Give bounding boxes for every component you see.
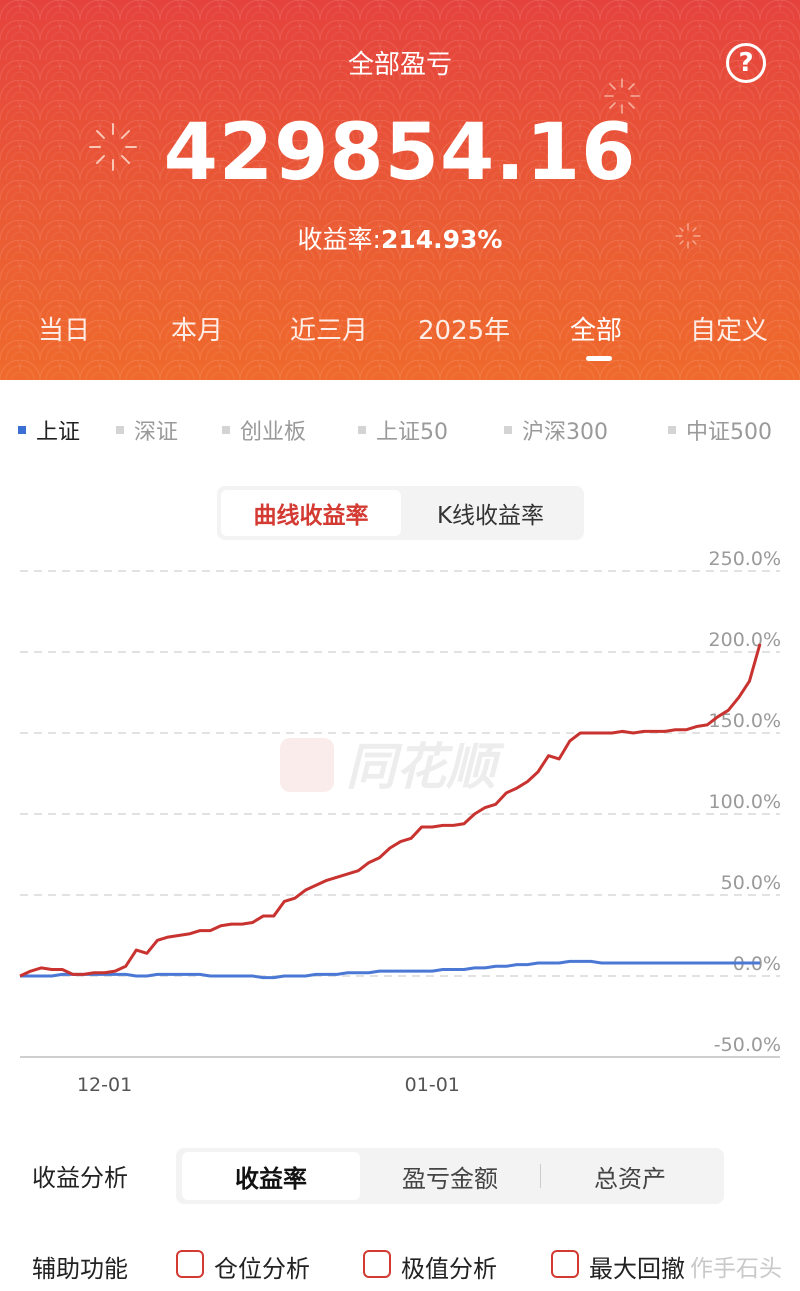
chart-mode-toggle: 曲线收益率 K线收益率 — [217, 486, 584, 540]
index-label: 深证 — [134, 420, 179, 445]
legend-square-icon — [18, 426, 26, 434]
question-circle-icon[interactable]: ? — [726, 43, 766, 83]
chart-series — [19, 643, 762, 980]
return-curve-chart: 同花顺 250.0%200.0%150.0%100.0%50.0%0.0%-50… — [19, 548, 781, 1096]
analysis-row: 收益分析 收益率 盈亏金额 总资产 — [0, 1148, 800, 1204]
tab-divider — [540, 1164, 541, 1188]
analysis-tabs: 收益率 盈亏金额 总资产 — [176, 1148, 724, 1204]
index-sse50[interactable]: 上证50 — [358, 414, 448, 446]
extreme-analysis-checkbox[interactable] — [363, 1250, 391, 1278]
watermark-text: 同花顺 — [346, 738, 505, 796]
return-rate: 收益率:214.93% — [0, 220, 800, 256]
firework-icon — [604, 78, 640, 114]
benchmark-index-row: 上证 深证 创业板 上证50 沪深300 中证500 — [0, 414, 800, 446]
index-csi500[interactable]: 中证500 — [668, 414, 772, 446]
x-tick-label: 01-01 — [405, 1074, 460, 1096]
x-axis-ticks: 12-01 01-01 — [77, 1074, 460, 1096]
total-pnl-value: 429854.16 — [163, 108, 637, 198]
legend-square-icon — [222, 426, 230, 434]
tab-period-today[interactable]: 当日 — [38, 316, 91, 346]
index-shenzhen[interactable]: 深证 — [116, 414, 178, 446]
kline-return-button[interactable]: K线收益率 — [436, 503, 545, 529]
return-rate-value: 214.93% — [380, 225, 503, 254]
y-tick-label: 250.0% — [709, 548, 781, 570]
legend-square-icon — [668, 426, 676, 434]
active-tab-indicator — [586, 356, 612, 361]
tab-period-all[interactable]: 全部 — [570, 316, 623, 346]
firework-icon — [89, 123, 137, 171]
page-title: 全部盈亏 — [347, 50, 452, 80]
pnl-header: 全部盈亏 ? 429854.16 收益率:214.93% 当日 本月 近三月 2… — [0, 0, 800, 380]
y-tick-label: 200.0% — [709, 629, 781, 651]
logo-icon — [280, 738, 334, 792]
author-watermark: 作手石头 — [690, 1256, 782, 1282]
position-analysis-checkbox[interactable] — [176, 1250, 204, 1278]
y-tick-label: -50.0% — [714, 1034, 781, 1056]
strategy-return-line — [19, 643, 762, 978]
analysis-label: 收益分析 — [32, 1164, 128, 1192]
y-tick-label: 150.0% — [709, 710, 781, 732]
tab-total-assets[interactable]: 总资产 — [594, 1164, 666, 1193]
index-label: 中证500 — [686, 420, 772, 445]
legend-square-icon — [504, 426, 512, 434]
curve-return-button[interactable]: 曲线收益率 — [221, 490, 401, 536]
y-axis-ticks: 250.0%200.0%150.0%100.0%50.0%0.0%-50.0% — [709, 548, 781, 1056]
index-label: 沪深300 — [522, 420, 608, 445]
tab-period-3months[interactable]: 近三月 — [290, 316, 369, 346]
aux-label: 辅助功能 — [32, 1255, 128, 1283]
max-drawdown-label[interactable]: 最大回撤 — [589, 1255, 685, 1283]
y-tick-label: 50.0% — [721, 872, 781, 894]
y-tick-label: 100.0% — [709, 791, 781, 813]
return-rate-label: 收益率: — [297, 225, 381, 254]
tab-period-month[interactable]: 本月 — [171, 316, 224, 346]
legend-square-icon — [358, 426, 366, 434]
tab-period-custom[interactable]: 自定义 — [690, 316, 769, 346]
index-chinext[interactable]: 创业板 — [222, 414, 306, 446]
extreme-analysis-label[interactable]: 极值分析 — [401, 1255, 497, 1283]
chart-watermark: 同花顺 — [280, 738, 505, 796]
benchmark-return-line — [20, 959, 760, 980]
max-drawdown-checkbox[interactable] — [551, 1250, 579, 1278]
firework-icon — [675, 223, 701, 249]
index-label: 创业板 — [240, 420, 307, 445]
tab-pnl-amount[interactable]: 盈亏金额 — [402, 1164, 498, 1193]
index-label: 上证50 — [376, 420, 448, 445]
tab-period-2025[interactable]: 2025年 — [418, 316, 511, 346]
tab-return-rate[interactable]: 收益率 — [182, 1152, 360, 1200]
wave-pattern-background — [0, 0, 800, 380]
legend-square-icon — [116, 426, 124, 434]
index-label: 上证 — [36, 420, 81, 445]
chart-grid — [20, 570, 780, 1058]
period-tabs: 当日 本月 近三月 2025年 全部 自定义 — [0, 310, 800, 350]
aux-functions-row: 辅助功能 仓位分析 极值分析 最大回撤 作手石头 — [0, 1246, 800, 1286]
x-tick-label: 12-01 — [77, 1074, 132, 1096]
position-analysis-label[interactable]: 仓位分析 — [214, 1255, 310, 1283]
index-shanghai[interactable]: 上证 — [18, 414, 80, 446]
index-csi300[interactable]: 沪深300 — [504, 414, 608, 446]
